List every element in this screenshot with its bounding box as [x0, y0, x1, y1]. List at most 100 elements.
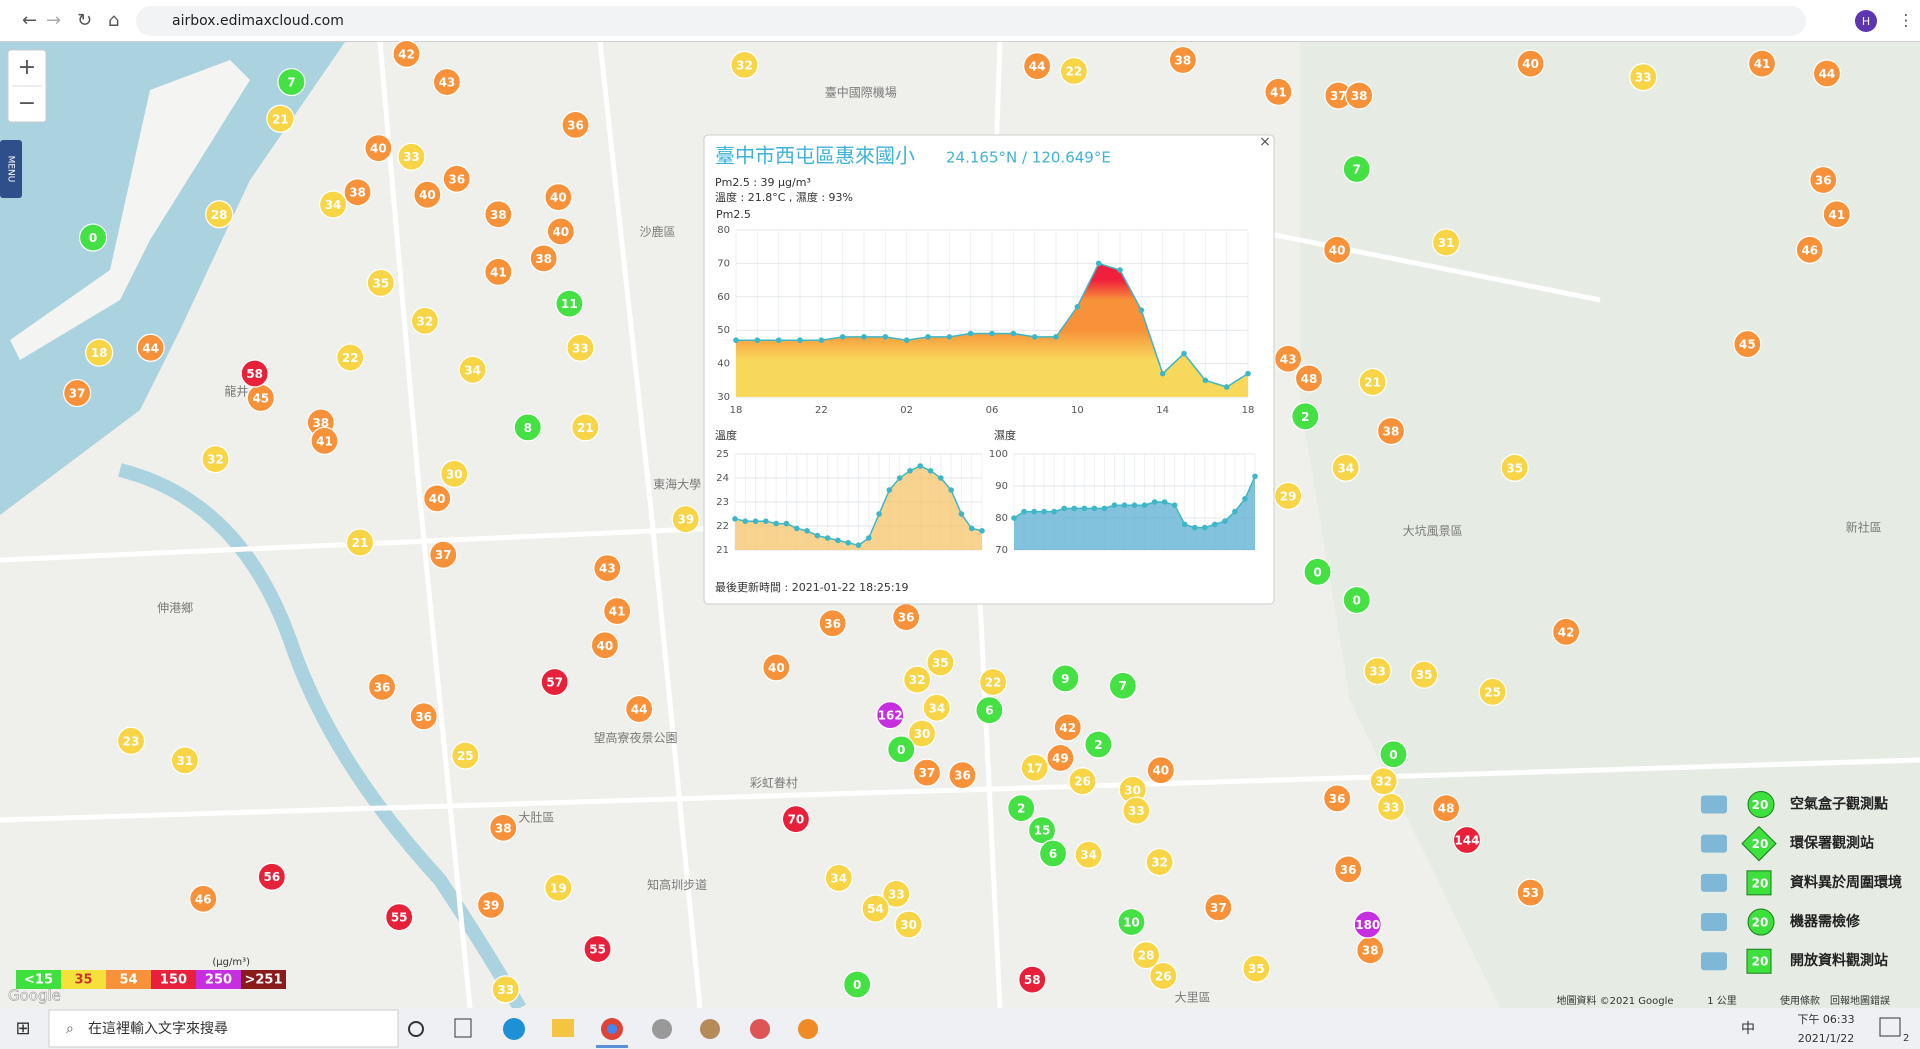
station-marker[interactable]	[205, 200, 234, 229]
station-marker[interactable]	[1168, 45, 1197, 75]
forward-button[interactable]: →	[46, 10, 61, 31]
clock-time[interactable]: 下午 06:33	[1797, 1013, 1854, 1026]
station-marker[interactable]	[1331, 453, 1360, 482]
station-marker[interactable]	[1516, 878, 1545, 907]
station-marker[interactable]	[343, 178, 372, 207]
station-marker[interactable]	[544, 183, 573, 212]
station-marker[interactable]	[1084, 730, 1113, 759]
station-marker[interactable]	[318, 190, 348, 219]
ime-indicator[interactable]: 中	[1741, 1021, 1755, 1037]
station-marker[interactable]	[1345, 81, 1374, 110]
station-marker[interactable]	[1795, 235, 1824, 264]
station-marker[interactable]	[903, 665, 932, 694]
station-marker[interactable]	[561, 110, 590, 139]
back-button[interactable]: ←	[22, 10, 37, 31]
station-marker[interactable]	[590, 631, 619, 660]
station-marker[interactable]	[1822, 200, 1851, 229]
station-marker[interactable]	[489, 813, 518, 842]
station-marker[interactable]	[451, 741, 480, 770]
station-marker[interactable]	[882, 879, 911, 908]
station-marker[interactable]	[1323, 235, 1352, 264]
station-marker[interactable]	[491, 975, 520, 1004]
station-marker[interactable]	[1027, 816, 1057, 845]
station-marker[interactable]	[593, 554, 622, 583]
footer-text[interactable]: 回報地圖錯誤	[1830, 994, 1890, 1007]
station-marker[interactable]	[1149, 961, 1178, 991]
station-marker[interactable]	[429, 540, 458, 569]
station-marker[interactable]	[546, 217, 575, 246]
notification-center[interactable]	[1879, 1017, 1901, 1037]
station-marker[interactable]	[366, 268, 395, 297]
popup-close[interactable]: ×	[1259, 134, 1271, 150]
station-marker[interactable]	[876, 701, 905, 730]
station-marker[interactable]	[458, 355, 487, 384]
station-marker[interactable]	[1432, 228, 1461, 257]
station-marker[interactable]	[1074, 840, 1103, 869]
station-marker[interactable]	[1146, 756, 1175, 785]
station-marker[interactable]	[1294, 364, 1324, 393]
station-marker[interactable]	[1051, 664, 1080, 693]
station-marker[interactable]	[529, 244, 558, 273]
station-marker[interactable]	[1242, 954, 1271, 983]
station-marker[interactable]	[1122, 796, 1151, 825]
footer-text[interactable]: 使用條款	[1780, 994, 1820, 1007]
reload-button[interactable]: ↻	[77, 10, 92, 31]
station-marker[interactable]	[583, 934, 612, 964]
station-marker[interactable]	[603, 596, 632, 626]
app-icon[interactable]	[652, 1019, 672, 1039]
station-marker[interactable]	[440, 459, 469, 488]
home-button[interactable]: ⌂	[108, 10, 119, 31]
station-marker[interactable]	[555, 289, 584, 318]
station-marker[interactable]	[544, 873, 573, 902]
station-marker[interactable]	[887, 735, 916, 764]
station-marker[interactable]	[410, 306, 439, 335]
station-marker[interactable]	[912, 758, 942, 787]
station-marker[interactable]	[818, 609, 847, 638]
station-marker[interactable]	[625, 694, 654, 724]
station-marker[interactable]	[540, 667, 569, 697]
station-marker[interactable]	[1369, 767, 1398, 796]
station-marker[interactable]	[116, 726, 146, 755]
station-marker[interactable]	[1274, 344, 1303, 373]
station-marker[interactable]	[1145, 847, 1174, 877]
zoom-out[interactable]: −	[18, 91, 36, 116]
station-marker[interactable]	[1353, 910, 1382, 939]
station-marker[interactable]	[1809, 165, 1838, 195]
profile-avatar[interactable]	[1855, 10, 1877, 32]
station-marker[interactable]	[423, 484, 452, 513]
station-marker[interactable]	[432, 67, 462, 97]
station-marker[interactable]	[671, 505, 700, 534]
station-marker[interactable]	[392, 39, 421, 68]
station-marker[interactable]	[1376, 416, 1406, 446]
station-marker[interactable]	[1323, 784, 1352, 813]
station-marker[interactable]	[1376, 792, 1406, 822]
station-marker[interactable]	[201, 445, 230, 474]
station-marker[interactable]	[442, 164, 471, 193]
station-marker[interactable]	[1303, 557, 1332, 586]
station-marker[interactable]	[1432, 794, 1461, 823]
station-marker[interactable]	[975, 696, 1004, 725]
station-marker[interactable]	[926, 648, 955, 677]
station-marker[interactable]	[824, 863, 853, 893]
station-marker[interactable]	[484, 257, 513, 286]
cortana[interactable]	[408, 1021, 424, 1037]
station-marker[interactable]	[63, 378, 92, 408]
station-marker[interactable]	[1629, 63, 1658, 92]
station-marker[interactable]	[907, 719, 937, 748]
station-marker[interactable]	[566, 333, 595, 362]
station-marker[interactable]	[1204, 893, 1233, 922]
station-marker[interactable]	[136, 333, 165, 362]
station-marker[interactable]	[1334, 855, 1363, 884]
station-marker[interactable]	[1059, 56, 1088, 86]
station-marker[interactable]	[843, 970, 872, 999]
station-marker[interactable]	[1342, 585, 1371, 615]
station-marker[interactable]	[85, 338, 114, 367]
station-marker[interactable]	[1108, 671, 1137, 700]
station-marker[interactable]	[476, 890, 506, 919]
station-marker[interactable]	[1363, 656, 1392, 686]
station-marker[interactable]	[894, 910, 923, 939]
station-marker[interactable]	[257, 862, 286, 891]
station-marker[interactable]	[397, 142, 426, 171]
station-marker[interactable]	[1552, 617, 1581, 646]
start-button[interactable]: ⊞	[15, 1018, 30, 1039]
